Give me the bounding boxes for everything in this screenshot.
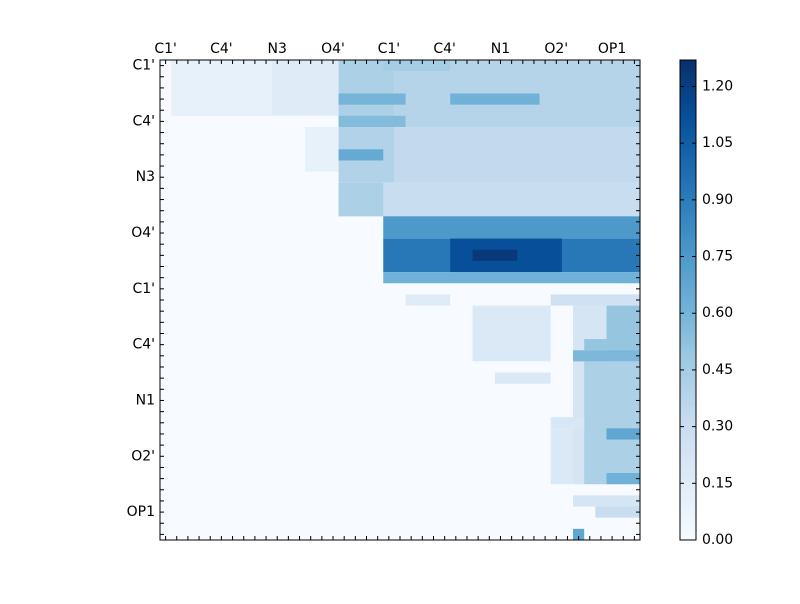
colorbar-tick-label: 0.45	[702, 362, 733, 378]
colorbar-tick-label: 0.90	[702, 192, 733, 208]
heatmap-cell	[584, 339, 607, 351]
heatmap-cell	[271, 60, 339, 116]
heatmap-cell	[394, 126, 640, 183]
colorbar-ticks: 0.00 0.15 0.30 0.45 0.60 0.75 0.90 1.05 1.20	[680, 78, 733, 548]
colorbar-tick-label: 1.20	[702, 78, 733, 94]
heatmap-cell	[383, 216, 640, 239]
x-tick-label: O4'	[321, 41, 345, 57]
heatmap-cell	[472, 249, 518, 261]
colorbar-tick-label: 0.30	[702, 419, 733, 435]
axis-ticks	[160, 60, 640, 540]
heatmap-cell	[573, 350, 640, 362]
x-tick-label: C1'	[154, 41, 177, 57]
heatmap-cell	[383, 60, 451, 72]
heatmap-cell	[550, 294, 640, 306]
x-tick-labels: C1' C4' N3 O4' C1' C4' N1 O2' OP1	[154, 41, 626, 57]
heatmap-cell	[338, 182, 384, 217]
heatmap-cell	[171, 60, 272, 116]
heatmap-cell	[606, 428, 640, 440]
heatmap-cell	[595, 506, 640, 518]
y-tick-label: O2'	[131, 448, 155, 464]
x-tick-label: C1'	[378, 41, 401, 57]
heatmap-cell	[606, 473, 640, 485]
heatmap-cell	[338, 182, 640, 217]
heatmap-cells	[160, 60, 640, 540]
x-tick-label: N1	[491, 41, 510, 57]
colorbar	[679, 59, 697, 541]
y-tick-label: C4'	[132, 113, 155, 129]
heatmap-cell	[550, 417, 585, 429]
heatmap-cell	[584, 361, 640, 485]
y-tick-label: O4'	[131, 225, 155, 241]
x-tick-label: C4'	[433, 41, 456, 57]
colorbar-tick-label: 0.00	[702, 532, 733, 548]
y-tick-label: OP1	[127, 504, 155, 520]
y-tick-label: C1'	[132, 58, 155, 74]
y-tick-label: N1	[136, 392, 155, 408]
heatmap-cell	[450, 93, 540, 105]
heatmap-cell	[472, 305, 551, 362]
colorbar-tick-label: 0.15	[702, 475, 733, 491]
colorbar-tick-label: 0.60	[702, 305, 733, 321]
x-tick-label: O2'	[544, 41, 568, 57]
heatmap-cell	[305, 126, 339, 172]
colorbar-tick-label: 0.75	[702, 249, 733, 265]
heatmap-cell	[550, 428, 574, 485]
heatmap-cell	[383, 272, 640, 284]
x-tick-label: N3	[268, 41, 287, 57]
y-tick-label: C1'	[132, 281, 155, 297]
y-tick-labels: C1' C4' N3 O4' C1' C4' N1 O2' OP1	[127, 58, 155, 521]
y-tick-label: C4'	[132, 337, 155, 353]
heatmap-cell	[494, 372, 551, 384]
x-tick-label: OP1	[598, 41, 626, 57]
heatmap-cell	[338, 93, 406, 105]
colorbar-tick-label: 1.05	[702, 135, 733, 151]
heatmap-cell	[405, 294, 451, 306]
heatmap-cell	[338, 149, 384, 161]
heatmap-cell	[573, 528, 585, 540]
heatmap-cell	[338, 115, 406, 127]
heatmap-cell	[573, 495, 640, 507]
x-tick-label: C4'	[210, 41, 233, 57]
y-tick-label: N3	[136, 169, 155, 185]
